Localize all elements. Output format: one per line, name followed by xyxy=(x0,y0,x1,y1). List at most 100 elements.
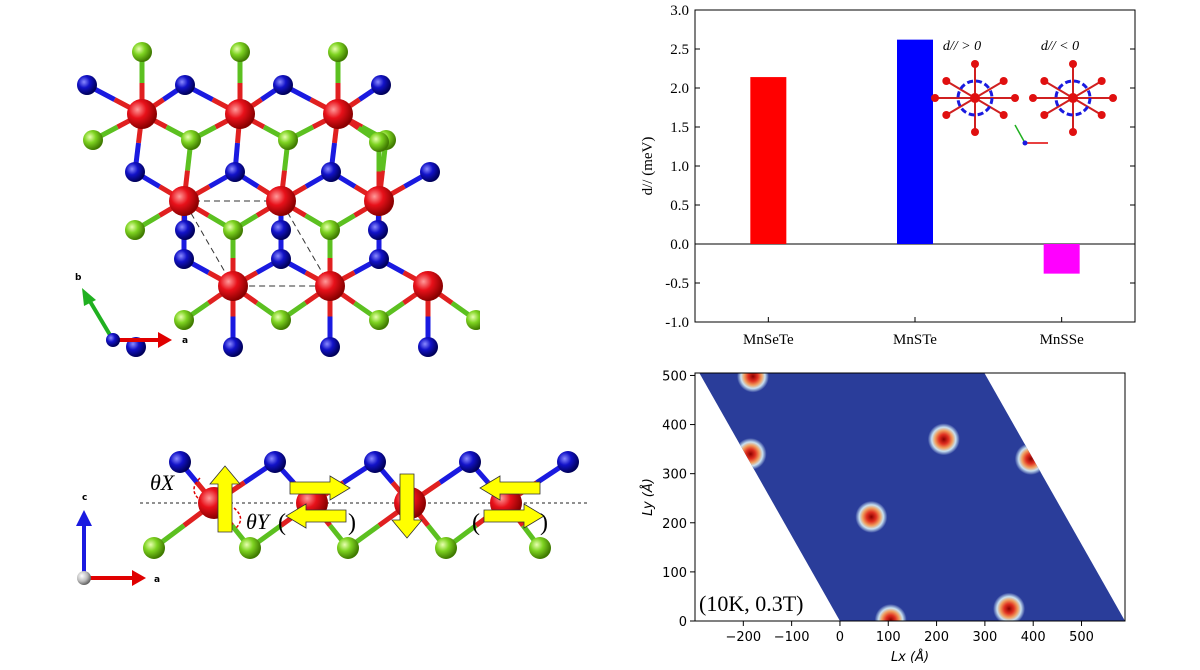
inset-hexagon xyxy=(931,60,1019,136)
plot-frame xyxy=(694,372,1126,622)
axis-c-label: c xyxy=(82,493,87,503)
se-atom xyxy=(264,451,286,473)
skyrmion xyxy=(855,500,888,533)
se-atom xyxy=(459,451,481,473)
skyrmion xyxy=(993,592,1026,621)
y-tick-label: 300 xyxy=(662,468,687,483)
lattice-top-view: b a xyxy=(75,42,480,357)
se-atom xyxy=(321,162,341,182)
theta-y-label: θY xyxy=(246,509,272,534)
skyrmion xyxy=(927,423,960,456)
se-atom xyxy=(225,162,245,182)
y-tick-label: -0.5 xyxy=(665,276,689,292)
s-atom xyxy=(239,537,261,559)
inset-axis-b xyxy=(1014,124,1026,144)
bar-mnste xyxy=(897,39,933,244)
x-tick-label: 200 xyxy=(924,630,949,645)
y-tick-label: 2.0 xyxy=(670,81,689,97)
axis-indicator-ca: c a xyxy=(76,493,160,586)
x-tick-label: 0 xyxy=(836,630,844,645)
s-atom xyxy=(369,132,389,152)
se-atom xyxy=(273,75,293,95)
bar-mnsse xyxy=(1043,244,1080,274)
x-axis-label: Lx (Å) xyxy=(891,649,929,665)
s-atom xyxy=(132,42,152,62)
skyrmion xyxy=(736,373,769,393)
axis-a-label: a xyxy=(182,336,188,346)
atom-layer xyxy=(77,42,480,357)
se-atom xyxy=(271,220,291,240)
spin-arrow-up xyxy=(209,465,241,533)
skyrmion xyxy=(1014,442,1047,475)
condition-annotation: (10K, 0.3T) xyxy=(699,591,803,616)
se-atom xyxy=(371,75,391,95)
x-tick-label: 100 xyxy=(876,630,901,645)
s-atom xyxy=(466,310,480,330)
spin-arrow-left-2 xyxy=(479,475,541,501)
theta-y-arc xyxy=(233,507,242,529)
y-tick-label: 3.0 xyxy=(670,3,689,19)
y-tick-label: 400 xyxy=(662,419,687,434)
y-tick-label: 0.5 xyxy=(670,198,689,214)
y-tick-label: 2.5 xyxy=(670,42,689,58)
s-atom xyxy=(230,42,250,62)
s-atom xyxy=(223,220,243,240)
s-atom xyxy=(369,310,389,330)
x-tick-label: 500 xyxy=(1069,630,1094,645)
se-atom xyxy=(418,337,438,357)
se-atom xyxy=(174,249,194,269)
y-tick-label: 0.0 xyxy=(670,237,689,253)
mn-atom xyxy=(169,186,199,216)
inset-axis-origin xyxy=(1022,140,1028,146)
inset-label: d// < 0 xyxy=(1041,39,1079,54)
spin-arrow-right-2 xyxy=(483,503,545,529)
y-tick-label: 1.5 xyxy=(670,120,689,136)
s-atom xyxy=(181,130,201,150)
mn-atom xyxy=(413,271,443,301)
side-atom-layer xyxy=(143,451,579,559)
s-atom xyxy=(328,42,348,62)
skyrmion-density-map: −200 −100 0 100 200 300 400 500 500 400 300 200 100 0… xyxy=(640,369,1126,665)
spin-arrow-left xyxy=(285,503,347,529)
s-atom xyxy=(278,130,298,150)
se-atom xyxy=(169,451,191,473)
mn-atom xyxy=(225,99,255,129)
s-atom xyxy=(125,220,145,240)
spin-arrows xyxy=(209,465,545,539)
y-tick-label: 500 xyxy=(662,369,687,384)
se-atom xyxy=(271,249,291,269)
spin-arrow-down xyxy=(391,473,423,539)
chirality-paren-close-2: ) xyxy=(540,510,548,536)
y-tick-label: -1.0 xyxy=(665,315,689,331)
y-tick-label: 100 xyxy=(662,566,687,581)
s-atom xyxy=(337,537,359,559)
x-tick-label: 400 xyxy=(1021,630,1046,645)
axis-indicator-ab: b a xyxy=(75,273,188,348)
spin-arrow-right xyxy=(289,475,351,501)
s-atom xyxy=(271,310,291,330)
lattice-side-view: θX θY ( ) ( ) c a xyxy=(76,451,590,586)
s-atom xyxy=(83,130,103,150)
x-tick-label: −200 xyxy=(725,630,761,645)
axis-a-label-side: a xyxy=(154,575,160,585)
se-atom xyxy=(125,162,145,182)
chirality-paren-open: ( xyxy=(278,510,286,536)
x-tick-label: MnSeTe xyxy=(743,332,794,348)
chirality-paren-close: ) xyxy=(348,510,356,536)
chirality-inset: d// > 0 d// < 0 xyxy=(931,39,1117,146)
y-tick-label: 1.0 xyxy=(670,159,689,175)
sample-region xyxy=(699,373,1125,621)
skyrmion xyxy=(874,604,907,621)
axis-b-label: b xyxy=(75,273,82,283)
se-atom xyxy=(175,75,195,95)
y-tick-label: 0 xyxy=(679,615,687,630)
mn-atom xyxy=(323,99,353,129)
se-atom xyxy=(175,220,195,240)
s-atom xyxy=(143,537,165,559)
x-tick-label: MnSTe xyxy=(893,332,937,348)
se-atom xyxy=(223,337,243,357)
theta-x-label: θX xyxy=(150,470,176,495)
skyrmion xyxy=(734,438,767,471)
chirality-paren-open-2: ( xyxy=(472,510,480,536)
y-axis-label: d// (meV) xyxy=(640,137,656,196)
